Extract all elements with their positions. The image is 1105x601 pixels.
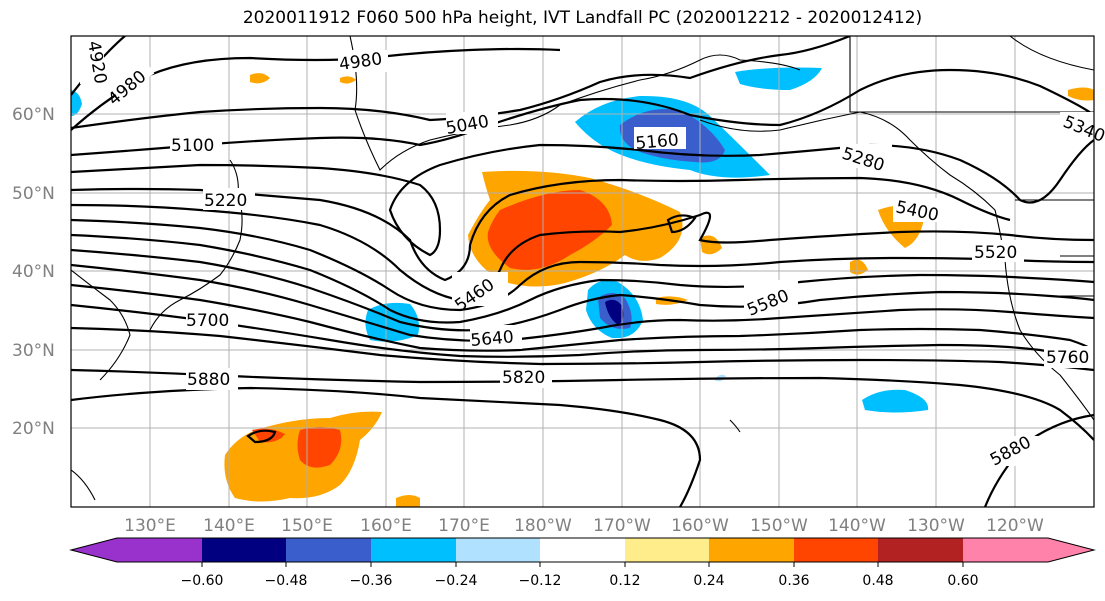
anomaly-positive-philippine-sea-core	[297, 427, 342, 468]
colorbar-segment	[286, 538, 371, 562]
contour-label-5220: 5220	[204, 191, 247, 211]
lon-label-170e: 170°E	[438, 516, 490, 536]
contour-label-5100: 5100	[171, 136, 214, 156]
colorbar-ticks	[201, 562, 964, 567]
anomaly-negative-east	[862, 389, 929, 413]
map-title: 2020011912 F060 500 hPa height, IVT Land…	[242, 8, 923, 28]
lat-label-50n: 50°N	[12, 184, 55, 204]
longitude-labels: 130°E 140°E 150°E 160°E 170°E 180°W 170°…	[124, 516, 1044, 536]
lat-label-20n: 20°N	[12, 419, 55, 439]
colorbar-segment	[540, 538, 625, 562]
colorbar-segment	[625, 538, 709, 562]
lon-label-170w: 170°W	[593, 516, 651, 536]
contour-label-5640: 5640	[470, 327, 515, 351]
contour-label-5760: 5760	[1046, 348, 1089, 368]
colorbar-tick-label: −0.24	[435, 573, 478, 589]
map-frame	[70, 35, 1095, 508]
colorbar-segment	[456, 538, 540, 562]
contour-label-5700: 5700	[186, 311, 229, 331]
colorbar-tick-label: −0.36	[350, 573, 393, 589]
colorbar-tick-label: 0.24	[693, 573, 724, 589]
colorbar-outline	[69, 537, 1096, 563]
height-contours	[71, 36, 1094, 507]
anomaly-negative-dateline-center	[605, 299, 624, 325]
lon-label-130w: 130°W	[907, 516, 965, 536]
lon-label-150e: 150°E	[281, 516, 333, 536]
anomaly-positive-small-7	[340, 76, 356, 84]
colorbar-tick-label: 0.48	[862, 573, 893, 589]
colorbar-tick-label: −0.48	[265, 573, 308, 589]
colorbar-segment	[709, 538, 794, 562]
anomaly-positive-small-8	[396, 495, 420, 507]
colorbar-segment	[963, 538, 1048, 562]
anomaly-negative-northwest	[71, 90, 82, 116]
colorbar-segment	[117, 538, 202, 562]
lon-label-120w: 120°W	[986, 516, 1044, 536]
lon-label-150w: 150°W	[750, 516, 808, 536]
colorbar-tick-label: 0.60	[947, 573, 978, 589]
contour-label-5820: 5820	[502, 368, 545, 388]
colorbar-segment	[202, 538, 286, 562]
colorbar-tick-label: −0.60	[181, 573, 224, 589]
colorbar-tick-label: −0.12	[519, 573, 562, 589]
anomaly-positive-central-core	[487, 190, 612, 270]
contour-label-5520: 5520	[974, 243, 1017, 263]
colorbar-extend-low	[71, 538, 117, 562]
anomaly-positive-small-6	[250, 73, 270, 84]
contour-label-5880-west: 5880	[187, 370, 230, 390]
colorbar-segment	[371, 538, 456, 562]
colorbar-segment	[794, 538, 878, 562]
lat-label-60n: 60°N	[12, 105, 55, 125]
latitude-labels: 60°N 50°N 40°N 30°N 20°N	[12, 105, 55, 439]
colorbar-tick-label: 0.36	[778, 573, 809, 589]
lon-label-130e: 130°E	[124, 516, 176, 536]
lon-label-180w: 180°W	[514, 516, 572, 536]
colorbar-extend-high	[1048, 538, 1094, 562]
lon-label-140e: 140°E	[203, 516, 255, 536]
colorbar-tick-label: 0.12	[609, 573, 640, 589]
lon-label-140w: 140°W	[828, 516, 886, 536]
contour-label-5160: 5160	[635, 130, 680, 154]
lat-label-30n: 30°N	[12, 341, 55, 361]
anomaly-positive-small-5	[1068, 87, 1094, 101]
colorbar-segment	[878, 538, 963, 562]
colorbar: −0.60 −0.48 −0.36 −0.24 −0.12 0.12 0.24 …	[69, 537, 1096, 589]
lon-label-160e: 160°E	[360, 516, 412, 536]
lat-label-40n: 40°N	[12, 262, 55, 282]
lon-label-160w: 160°W	[671, 516, 729, 536]
